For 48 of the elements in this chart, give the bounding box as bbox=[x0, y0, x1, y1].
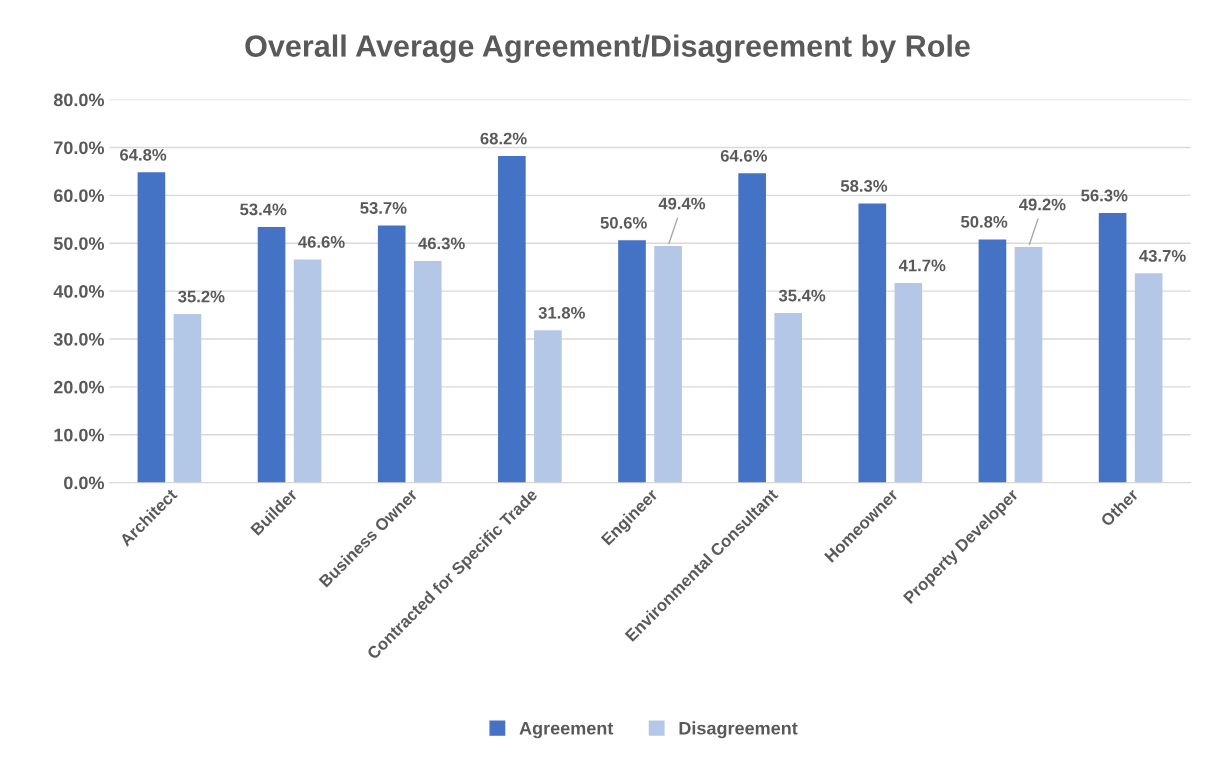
y-tick-label: 0.0% bbox=[64, 476, 105, 490]
bar bbox=[1134, 273, 1163, 483]
bar bbox=[377, 225, 406, 483]
data-label: 49.4% bbox=[658, 197, 706, 210]
legend-label: Agreement bbox=[519, 722, 614, 739]
y-tick-label: 80.0% bbox=[53, 93, 105, 107]
bar bbox=[534, 330, 562, 483]
data-label: 31.8% bbox=[538, 306, 585, 319]
y-tick-label: 10.0% bbox=[54, 428, 105, 442]
data-label: 58.3% bbox=[840, 180, 888, 192]
y-tick-label: 70.0% bbox=[54, 141, 105, 155]
bar bbox=[498, 156, 526, 483]
data-label: 35.4% bbox=[778, 289, 826, 302]
data-label: 53.4% bbox=[240, 203, 287, 216]
data-label: 35.2% bbox=[178, 290, 225, 303]
chart-title: Overall Average Agreement/Disagreement by Role bbox=[245, 34, 970, 64]
data-label: 46.3% bbox=[418, 237, 465, 250]
y-tick-label: 40.0% bbox=[53, 285, 105, 298]
data-label: 49.2% bbox=[1019, 198, 1066, 211]
y-tick-label: 30.0% bbox=[53, 332, 105, 346]
data-label: 56.3% bbox=[1081, 189, 1128, 202]
bar bbox=[293, 259, 322, 483]
bar bbox=[858, 203, 887, 483]
data-label: 41.7% bbox=[898, 259, 946, 272]
y-tick-label: 60.0% bbox=[53, 189, 105, 203]
bar bbox=[413, 260, 442, 483]
bar bbox=[1014, 247, 1043, 483]
bar bbox=[137, 172, 166, 483]
data-label: 53.7% bbox=[360, 202, 407, 214]
data-label: 64.6% bbox=[720, 149, 768, 162]
data-label: 50.8% bbox=[961, 215, 1008, 228]
bar bbox=[1098, 213, 1127, 483]
data-label: 46.6% bbox=[298, 236, 345, 248]
bar bbox=[257, 226, 286, 483]
bar bbox=[978, 239, 1007, 483]
legend-label: Disagreement bbox=[679, 721, 798, 739]
bar bbox=[618, 240, 646, 483]
data-label: 68.2% bbox=[480, 132, 527, 145]
bar bbox=[654, 246, 682, 483]
y-tick-label: 50.0% bbox=[53, 237, 105, 250]
data-label: 43.7% bbox=[1139, 249, 1186, 262]
y-tick-label: 20.0% bbox=[53, 380, 105, 394]
data-label: 64.8% bbox=[120, 148, 167, 161]
bar bbox=[173, 314, 202, 483]
bar bbox=[894, 282, 923, 483]
bar bbox=[738, 173, 766, 483]
data-label: 50.6% bbox=[600, 216, 647, 229]
bar bbox=[774, 313, 803, 483]
